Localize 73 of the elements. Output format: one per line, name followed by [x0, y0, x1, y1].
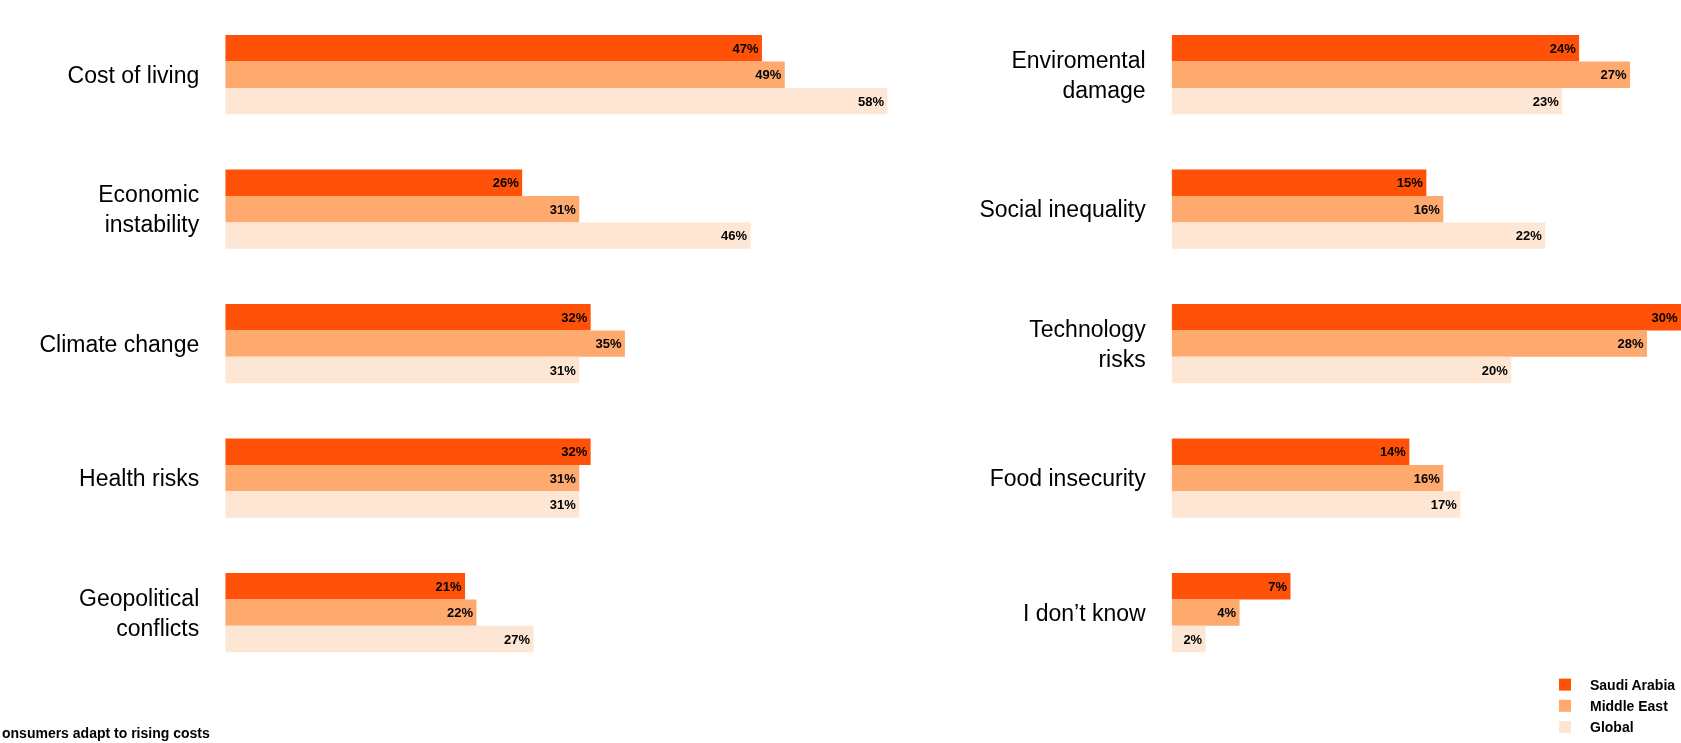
y-tick-label: Technology risks	[1029, 315, 1147, 372]
bar	[1171, 356, 1512, 384]
bar	[225, 599, 477, 626]
data-label: 47%	[732, 40, 759, 56]
bar	[225, 195, 580, 223]
data-label: 22%	[447, 605, 474, 621]
bar	[225, 330, 625, 357]
data-label: 27%	[1600, 67, 1628, 83]
bar	[1171, 572, 1291, 600]
bar	[225, 61, 785, 88]
bar	[225, 356, 580, 384]
y-tick-label: Health risks	[79, 465, 200, 492]
y-tick-label: Food insecurity	[989, 465, 1147, 492]
bar	[1171, 599, 1240, 626]
bar	[1171, 35, 1580, 62]
bar	[225, 35, 762, 62]
data-label: 14%	[1379, 444, 1407, 460]
bar	[1171, 195, 1444, 223]
y-tick-label: Cost of living	[67, 61, 200, 88]
bar	[225, 438, 591, 465]
bar	[1171, 303, 1681, 331]
legend-label: Middle East	[1590, 698, 1669, 715]
data-label: 16%	[1413, 201, 1441, 217]
y-tick-label: Climate change	[39, 330, 200, 357]
data-label: 31%	[549, 201, 577, 217]
data-label: 27%	[504, 631, 531, 647]
data-label: 32%	[561, 309, 588, 325]
data-label: 28%	[1617, 336, 1645, 352]
data-label: 22%	[1515, 228, 1543, 244]
bar	[1171, 491, 1461, 518]
legend-label: Saudi Arabia	[1590, 677, 1676, 694]
data-label: 49%	[755, 67, 782, 83]
bar	[225, 303, 591, 331]
text: onsumers adapt to rising costs	[2, 725, 210, 741]
legend-label: Global	[1590, 719, 1634, 736]
bar	[1171, 169, 1427, 196]
bar	[225, 491, 580, 518]
data-label: 4%	[1217, 605, 1237, 621]
data-label: 21%	[435, 578, 463, 594]
bar	[225, 572, 466, 600]
data-label: 26%	[492, 175, 520, 191]
data-label: 31%	[549, 497, 577, 513]
data-label: 46%	[721, 228, 748, 244]
data-label: 32%	[561, 444, 588, 460]
y-tick-label: Geopolitical conflicts	[79, 584, 200, 641]
y-tick-label: Enviromental damage	[1011, 46, 1146, 103]
y-tick-label: I don’t know	[1022, 599, 1147, 626]
bar	[225, 464, 580, 492]
data-label: 15%	[1396, 175, 1424, 191]
data-label: 31%	[549, 362, 577, 378]
data-label: 16%	[1413, 470, 1441, 486]
bar	[1171, 330, 1648, 357]
y-tick-label: Social inequality	[979, 196, 1147, 223]
bar	[225, 222, 751, 249]
bar	[1171, 438, 1410, 465]
data-label: 31%	[549, 470, 577, 486]
data-label: 20%	[1481, 362, 1509, 378]
data-label: 23%	[1532, 93, 1560, 109]
bar	[1171, 464, 1444, 492]
data-label: 24%	[1549, 40, 1577, 56]
data-label: 30%	[1651, 309, 1678, 325]
y-tick-label: Economic instability	[98, 181, 200, 238]
data-label: 35%	[595, 336, 622, 352]
data-label: 58%	[858, 93, 885, 109]
data-label: 2%	[1183, 631, 1203, 647]
bar	[225, 625, 534, 653]
data-label: 7%	[1268, 578, 1288, 594]
bar	[1171, 222, 1546, 249]
bar	[225, 87, 888, 115]
bar	[1171, 87, 1563, 115]
bar	[1171, 61, 1631, 88]
bar	[225, 169, 523, 196]
data-label: 17%	[1430, 497, 1458, 513]
